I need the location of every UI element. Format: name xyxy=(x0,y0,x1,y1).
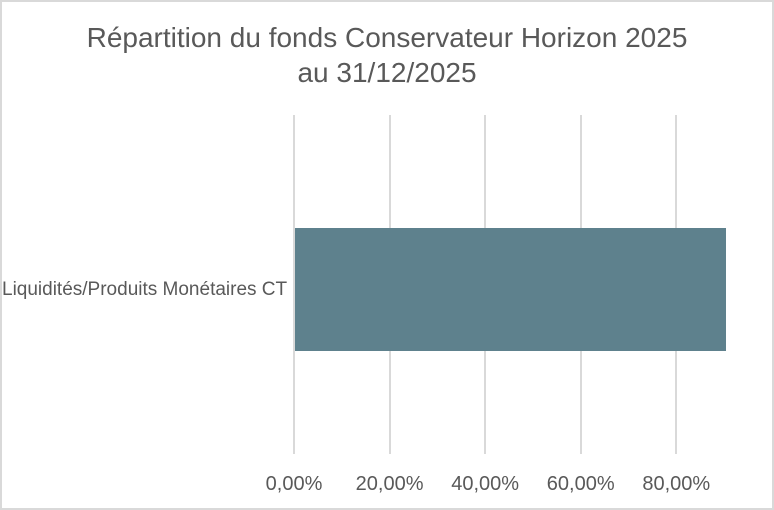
x-axis-tick-label: 0,00% xyxy=(265,473,323,495)
x-axis-tick-label: 60,00% xyxy=(546,473,615,495)
chart-title-line-2: au 31/12/2025 xyxy=(297,57,477,88)
chart-title-line-1: Répartition du fonds Conservateur Horizo… xyxy=(86,22,688,53)
x-axis: 0,00% 20,00% 40,00% 60,00% 80,00% xyxy=(266,472,725,498)
gridline xyxy=(293,115,295,454)
x-axis-tick-label: 80,00% xyxy=(642,473,711,495)
chart-title: Répartition du fonds Conservateur Horizo… xyxy=(2,20,772,90)
y-axis-category-label: Liquidités/Produits Monétaires CT xyxy=(2,279,288,300)
plot-area xyxy=(293,115,726,454)
x-axis-tick-label: 40,00% xyxy=(451,473,520,495)
x-axis-tick-label: 20,00% xyxy=(355,473,424,495)
bar-liquidites-produits-monetaires-ct xyxy=(295,228,726,351)
